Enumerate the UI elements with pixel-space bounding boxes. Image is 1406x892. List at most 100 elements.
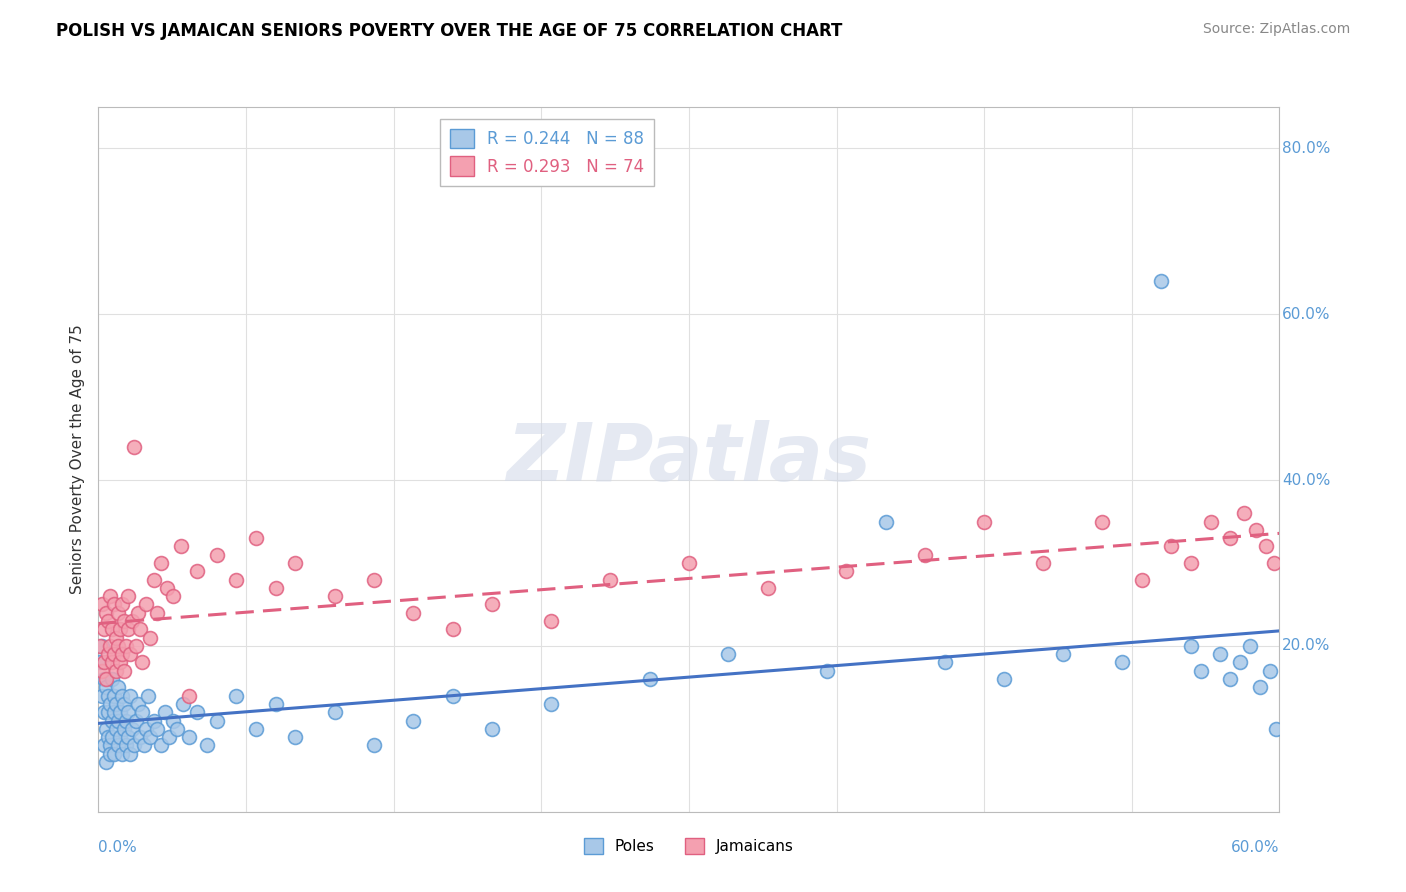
Point xyxy=(150,739,173,753)
Point xyxy=(717,647,740,661)
Point xyxy=(1233,506,1256,520)
Point xyxy=(402,606,425,620)
Point xyxy=(1180,639,1202,653)
Point xyxy=(101,656,124,670)
Point xyxy=(93,623,115,637)
Point xyxy=(121,722,143,736)
Point xyxy=(127,697,149,711)
Point xyxy=(363,573,385,587)
Point xyxy=(108,623,131,637)
Point xyxy=(101,672,124,686)
Point xyxy=(1130,573,1153,587)
Text: Source: ZipAtlas.com: Source: ZipAtlas.com xyxy=(1202,22,1350,37)
Point xyxy=(1239,639,1261,653)
Point xyxy=(111,689,134,703)
Point xyxy=(96,672,118,686)
Point xyxy=(112,614,135,628)
Point xyxy=(105,697,128,711)
Point xyxy=(973,515,995,529)
Text: 0.0%: 0.0% xyxy=(98,840,138,855)
Point xyxy=(96,681,118,695)
Point xyxy=(186,564,208,578)
Point xyxy=(138,730,160,744)
Point xyxy=(103,647,125,661)
Point xyxy=(177,730,200,744)
Point xyxy=(1209,647,1232,661)
Text: POLISH VS JAMAICAN SENIORS POVERTY OVER THE AGE OF 75 CORRELATION CHART: POLISH VS JAMAICAN SENIORS POVERTY OVER … xyxy=(56,22,842,40)
Point xyxy=(132,739,155,753)
Point xyxy=(225,689,247,703)
Point xyxy=(111,647,134,661)
Point xyxy=(138,631,160,645)
Point xyxy=(170,540,193,554)
Text: 20.0%: 20.0% xyxy=(1282,639,1330,654)
Point xyxy=(172,697,194,711)
Point xyxy=(89,656,111,670)
Point xyxy=(93,672,115,686)
Point xyxy=(177,689,200,703)
Point xyxy=(363,739,385,753)
Point xyxy=(638,672,661,686)
Point xyxy=(195,739,218,753)
Point xyxy=(107,681,129,695)
Point xyxy=(1150,274,1173,288)
Point xyxy=(111,598,134,612)
Point xyxy=(1032,556,1054,570)
Point xyxy=(1219,531,1241,545)
Y-axis label: Seniors Poverty Over the Age of 75: Seniors Poverty Over the Age of 75 xyxy=(69,325,84,594)
Point xyxy=(93,739,115,753)
Point xyxy=(98,589,121,603)
Point xyxy=(1249,681,1271,695)
Point xyxy=(93,656,115,670)
Point xyxy=(91,639,114,653)
Point xyxy=(112,664,135,678)
Point xyxy=(1199,515,1222,529)
Point xyxy=(914,548,936,562)
Point xyxy=(112,697,135,711)
Point xyxy=(96,755,118,769)
Point xyxy=(1219,672,1241,686)
Point xyxy=(101,714,124,728)
Point xyxy=(934,656,956,670)
Point xyxy=(1091,515,1114,529)
Point xyxy=(245,722,267,736)
Point xyxy=(1229,656,1251,670)
Point xyxy=(107,639,129,653)
Point xyxy=(127,606,149,620)
Point xyxy=(98,747,121,761)
Point xyxy=(155,705,177,719)
Point xyxy=(146,722,169,736)
Point xyxy=(98,739,121,753)
Point xyxy=(1111,656,1133,670)
Point xyxy=(105,722,128,736)
Point xyxy=(117,730,139,744)
Point xyxy=(93,705,115,719)
Point xyxy=(162,589,184,603)
Point xyxy=(1254,540,1277,554)
Point xyxy=(1180,556,1202,570)
Point xyxy=(835,564,858,578)
Point xyxy=(117,623,139,637)
Point xyxy=(441,689,464,703)
Point xyxy=(481,598,503,612)
Point xyxy=(540,697,562,711)
Point xyxy=(135,722,157,736)
Point xyxy=(97,647,120,661)
Point xyxy=(111,747,134,761)
Point xyxy=(118,747,141,761)
Point xyxy=(107,714,129,728)
Point xyxy=(678,556,700,570)
Text: 60.0%: 60.0% xyxy=(1282,307,1330,322)
Point xyxy=(875,515,897,529)
Point xyxy=(105,664,128,678)
Point xyxy=(118,647,141,661)
Point xyxy=(97,705,120,719)
Point xyxy=(121,614,143,628)
Point xyxy=(146,606,169,620)
Point xyxy=(131,656,153,670)
Point xyxy=(540,614,562,628)
Text: 80.0%: 80.0% xyxy=(1282,141,1330,156)
Point xyxy=(284,730,307,744)
Point xyxy=(107,739,129,753)
Point xyxy=(125,714,148,728)
